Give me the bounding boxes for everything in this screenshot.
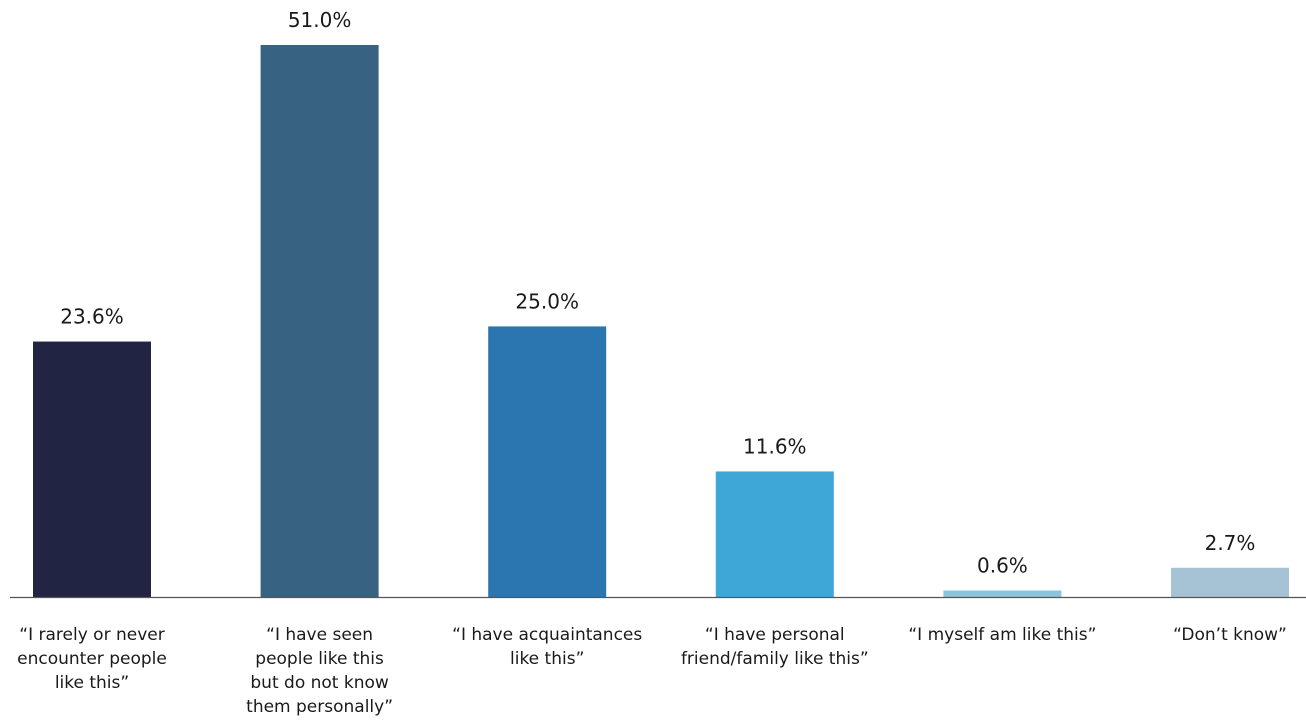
category-label-line: friend/family like this” [681,649,869,669]
category-label-5: “I myself am like this” [908,625,1096,645]
category-label-3: “I have acquaintances like this” [452,625,642,669]
category-label-line: like this” [55,673,129,693]
bar-4 [715,471,834,597]
bar-2 [260,45,379,597]
category-label-line: them personally” [246,697,393,717]
category-labels-layer: “I rarely or never encounter people like t… [17,625,1287,717]
category-label-line: “I myself am like this” [908,625,1096,645]
category-label-line: but do not know [250,673,388,693]
value-label-1: 23.6% [60,305,124,329]
category-label-line: like this” [510,649,584,669]
category-label-6: “Don’t know” [1173,625,1287,645]
category-label-1: “I rarely or never encounter people like t… [17,625,167,693]
category-label-line: “I have seen [266,625,373,645]
value-label-6: 2.7% [1205,531,1256,555]
bars-layer [33,45,1289,597]
category-label-line: “I have personal [705,625,845,645]
bar-6 [1171,567,1289,597]
bar-5 [943,590,1062,597]
category-label-line: encounter people [17,649,167,669]
value-labels-layer: 23.6% 51.0% 25.0% 11.6% 0.6% 2.7% [60,8,1255,578]
value-label-2: 51.0% [288,8,352,32]
category-label-2: “I have seen people like this but do not k… [246,625,393,717]
bar-1 [33,341,151,597]
category-label-line: people like this [255,649,384,669]
value-label-4: 11.6% [743,434,807,458]
category-label-line: “Don’t know” [1173,625,1287,645]
bar-3 [488,326,607,597]
category-label-line: “I have acquaintances [452,625,642,645]
category-label-line: “I rarely or never [19,625,164,645]
category-label-4: “I have personal friend/family like this” [681,625,869,669]
value-label-5: 0.6% [977,554,1028,578]
value-label-3: 25.0% [515,289,579,313]
